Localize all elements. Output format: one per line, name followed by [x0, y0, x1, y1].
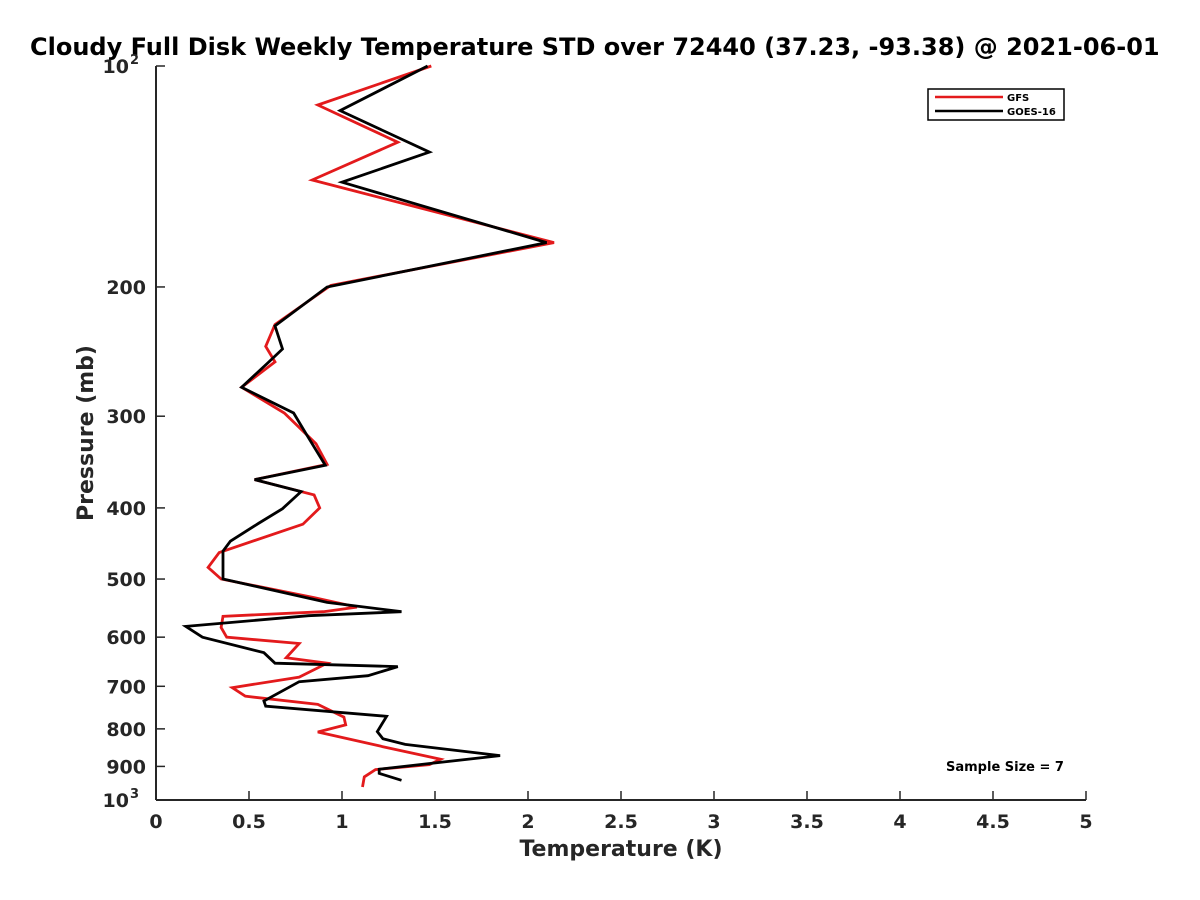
y-tick-label-base: 10 — [103, 56, 129, 78]
series-lines — [181, 64, 555, 788]
x-tick-label: 4 — [893, 811, 906, 833]
x-tick-label: 2 — [521, 811, 534, 833]
x-tick-label: 2.5 — [604, 811, 638, 833]
legend: GFS GOES-16 — [927, 88, 1065, 121]
x-tick-label: 1 — [335, 811, 348, 833]
chart-title: Cloudy Full Disk Weekly Temperature STD … — [30, 33, 1160, 61]
y-tick-label-base: 10 — [103, 790, 129, 812]
series-line-goes16 — [181, 64, 547, 782]
legend-box — [927, 88, 1065, 121]
y-tick-label: 400 — [106, 498, 146, 520]
sample-size-annotation: Sample Size = 7 — [946, 760, 1064, 775]
y-tick-label: 200 — [106, 277, 146, 299]
legend-label-gfs: GFS — [1007, 93, 1029, 104]
x-tick-label: 0 — [149, 811, 162, 833]
x-axis-label: Temperature (K) — [519, 837, 722, 862]
series-line-gfs — [206, 64, 555, 788]
y-tick-label: 600 — [106, 627, 146, 649]
y-tick-label: 900 — [106, 756, 146, 778]
x-tick-label: 5 — [1079, 811, 1092, 833]
y-tick-label: 500 — [106, 569, 146, 591]
y-tick-label: 700 — [106, 676, 146, 698]
x-tick-label: 0.5 — [232, 811, 266, 833]
x-tick-label: 3.5 — [790, 811, 824, 833]
y-tick-label-exponent: 3 — [130, 787, 139, 802]
y-tick-label: 300 — [106, 406, 146, 428]
plot-area — [155, 66, 1086, 801]
y-tick-label: 800 — [106, 719, 146, 741]
y-axis-label: Pressure (mb) — [74, 345, 99, 521]
x-axis-ticks: 0 0.5 1 1.5 2 2.5 3 3.5 4 4.5 5 — [149, 791, 1093, 833]
y-tick-label-exponent: 2 — [130, 53, 139, 68]
legend-label-goes16: GOES-16 — [1007, 107, 1056, 118]
x-tick-label: 3 — [707, 811, 720, 833]
x-tick-label: 1.5 — [418, 811, 452, 833]
x-tick-label: 4.5 — [976, 811, 1010, 833]
